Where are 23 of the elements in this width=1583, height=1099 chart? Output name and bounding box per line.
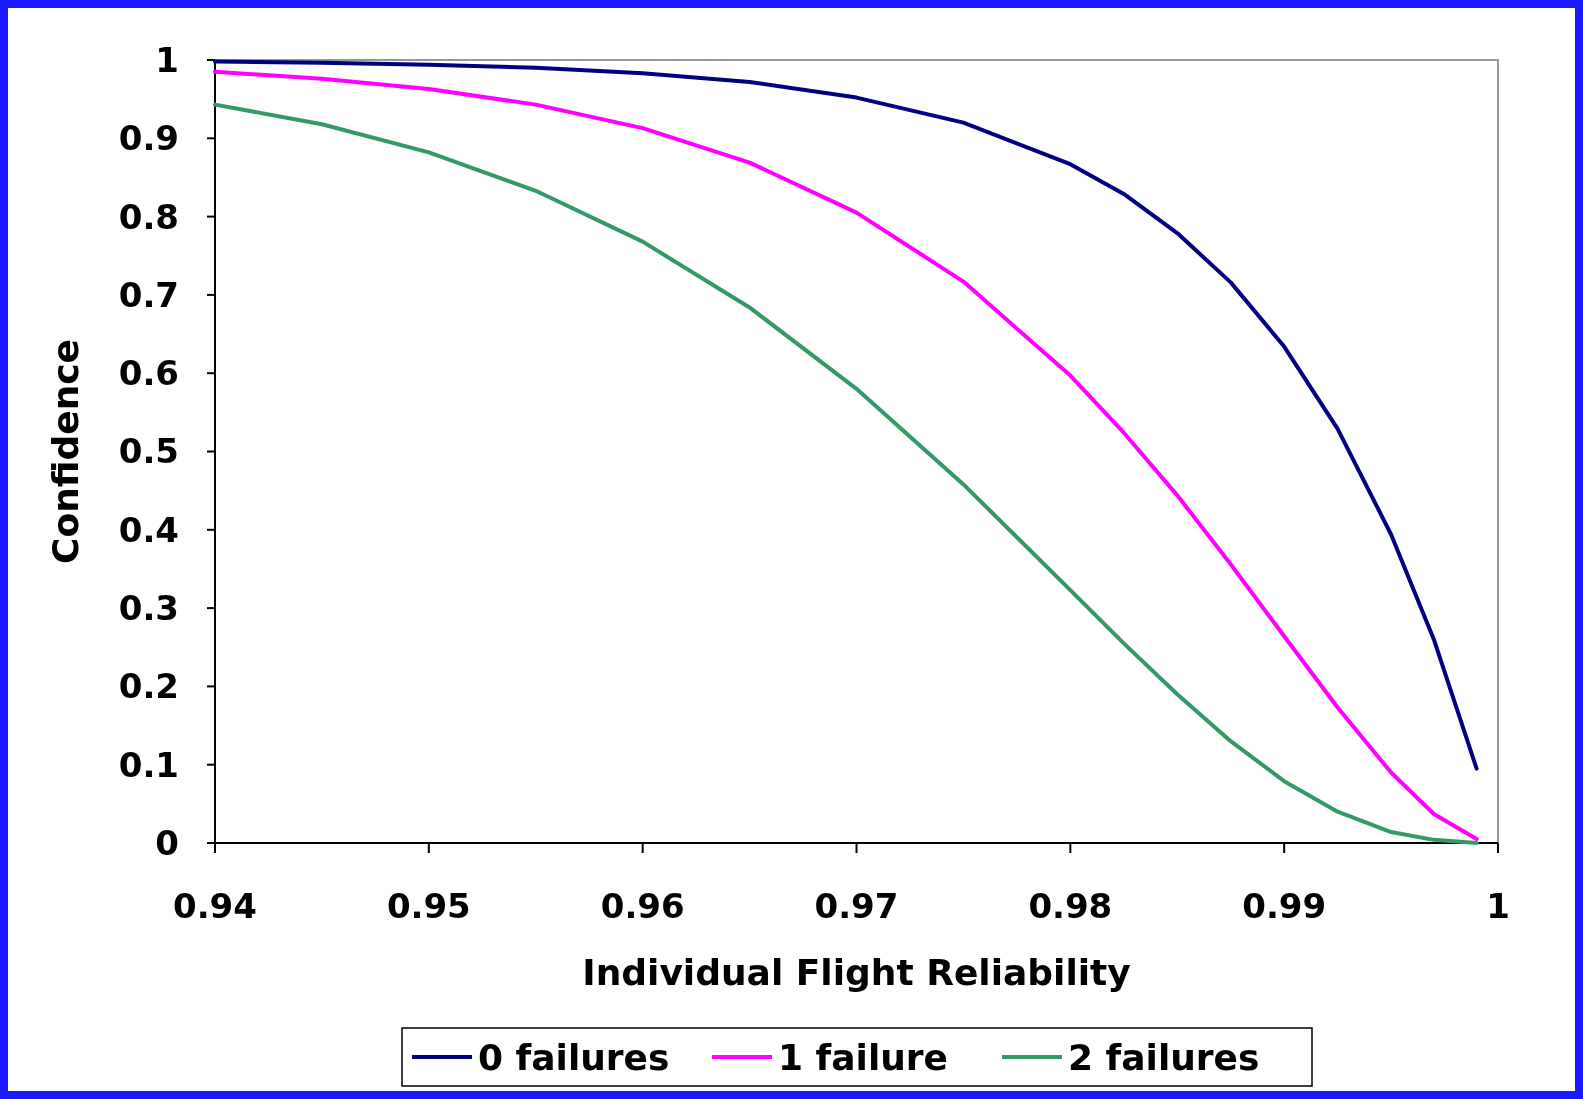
legend-label: 0 failures [478, 1036, 670, 1078]
legend-label: 2 failures [1068, 1036, 1260, 1078]
y-tick-label: 0.6 [118, 353, 179, 394]
y-tick-label: 0.5 [118, 431, 179, 472]
x-tick-label: 0.99 [1242, 886, 1327, 926]
y-tick-label: 1 [155, 39, 179, 80]
x-tick-label: 0.97 [814, 886, 899, 926]
y-tick-label: 0.7 [118, 274, 179, 315]
legend-label: 1 failure [778, 1036, 949, 1078]
x-tick-label: 0.95 [386, 886, 471, 926]
y-tick-label: 0.4 [118, 509, 179, 550]
x-tick-label: 0.98 [1028, 886, 1113, 926]
y-tick-label: 0.9 [118, 118, 179, 159]
x-tick-label: 0.96 [600, 886, 685, 926]
y-tick-label: 0.3 [118, 588, 179, 628]
y-tick-label: 0.1 [118, 744, 179, 785]
y-tick-label: 0 [155, 822, 179, 863]
y-tick-label: 0.2 [118, 666, 179, 707]
x-axis-title: Individual Flight Reliability [582, 952, 1131, 993]
x-tick-label: 1 [1486, 886, 1510, 926]
x-tick-label: 0.94 [173, 886, 257, 926]
y-axis-title: Confidence [45, 338, 86, 565]
y-tick-label: 0.8 [118, 196, 179, 237]
